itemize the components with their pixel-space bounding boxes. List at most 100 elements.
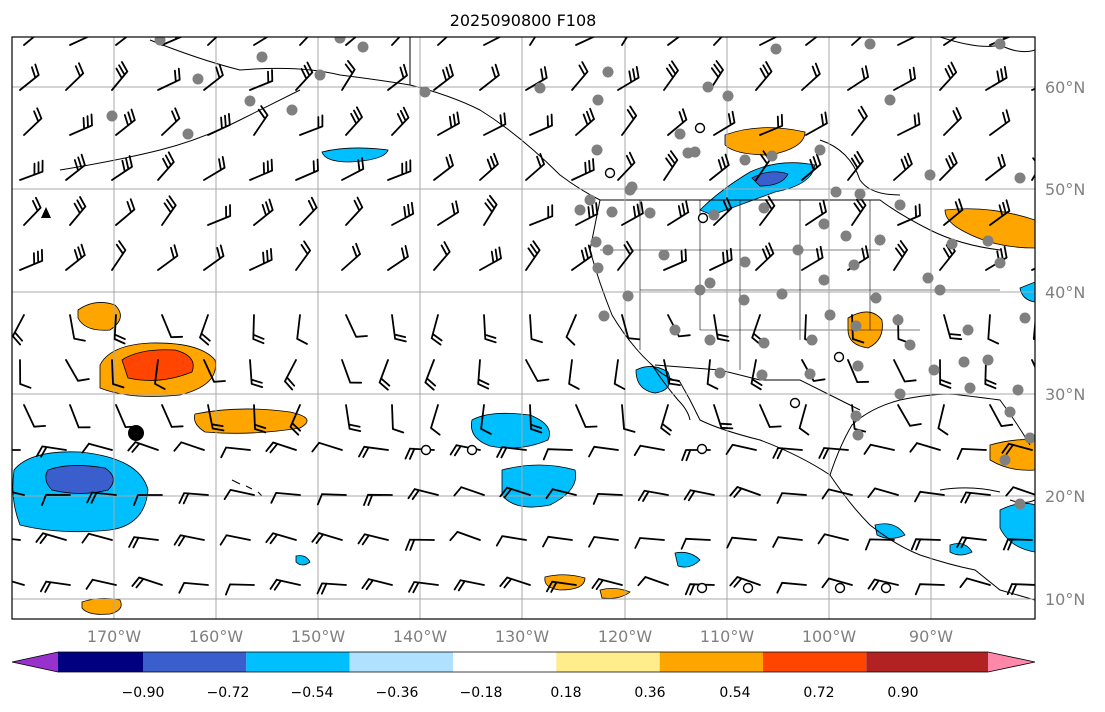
wind-barb xyxy=(479,152,499,181)
wind-barb xyxy=(634,537,665,549)
colorbar-outline xyxy=(11,651,1036,673)
station-dot xyxy=(766,150,778,162)
wind-barb xyxy=(897,112,921,136)
wind-barb xyxy=(755,61,773,91)
wind-barb xyxy=(23,196,42,226)
wind-barb xyxy=(725,443,757,455)
station-dot xyxy=(1019,312,1031,324)
wind-barb xyxy=(776,492,807,504)
station-dot xyxy=(830,186,842,198)
wind-barb xyxy=(851,37,863,46)
wind-barb xyxy=(588,445,619,458)
wind-barb xyxy=(943,37,958,46)
wind-barb xyxy=(1002,538,1033,551)
station-dot xyxy=(606,206,618,218)
colorbar-bin xyxy=(246,652,350,672)
station-dot xyxy=(106,110,118,122)
wind-barb xyxy=(341,242,361,271)
wind-barb xyxy=(588,536,619,548)
wind-barb xyxy=(69,113,93,136)
wind-barb xyxy=(161,314,184,339)
wind-barb xyxy=(621,314,641,341)
station-dot xyxy=(999,454,1011,466)
wind-barb xyxy=(299,196,318,226)
wind-barb xyxy=(801,62,821,91)
station-dot xyxy=(738,294,750,306)
anomaly-darkblue-region xyxy=(45,465,114,494)
wind-barb xyxy=(529,404,543,434)
station-dot xyxy=(894,199,906,211)
wind-barb xyxy=(424,359,437,391)
wind-barb xyxy=(529,204,554,226)
wind-barb xyxy=(249,359,264,388)
wind-barb xyxy=(867,578,899,591)
wind-barb xyxy=(956,448,987,460)
wind-barb xyxy=(161,37,184,46)
station-dot xyxy=(1004,406,1016,418)
station-dot xyxy=(574,204,586,216)
wind-barb xyxy=(897,37,917,46)
wind-barb xyxy=(430,314,443,346)
wind-barb xyxy=(207,204,232,226)
anomaly-orange-region xyxy=(599,588,631,599)
station-dot xyxy=(806,334,818,346)
station-open-circle xyxy=(789,397,801,409)
wind-barb xyxy=(798,404,810,436)
wind-barb xyxy=(667,200,690,226)
wind-barb xyxy=(178,492,209,505)
wind-barb xyxy=(296,314,308,345)
wind-barb xyxy=(265,532,297,545)
lat-label: 40°N xyxy=(1045,283,1085,302)
wind-barb xyxy=(299,37,309,46)
station-dot xyxy=(704,334,716,346)
lon-label: 130°W xyxy=(495,627,550,646)
station-dot xyxy=(758,337,770,349)
colorbar-tick-label: 0.54 xyxy=(719,685,750,701)
wind-barb xyxy=(133,494,163,506)
wind-barb xyxy=(617,151,636,181)
lat-label: 20°N xyxy=(1045,487,1085,506)
station-dot xyxy=(1024,432,1035,444)
station-dot xyxy=(852,360,864,372)
wind-barb xyxy=(546,580,577,593)
wind-barb xyxy=(249,69,274,91)
wind-barb xyxy=(483,112,507,136)
cyclone-center-marker xyxy=(128,425,144,441)
wind-barb xyxy=(801,245,824,271)
wind-barb xyxy=(453,579,485,592)
wind-barb xyxy=(617,240,634,271)
gulf-coastline xyxy=(829,393,1031,476)
wind-barb xyxy=(284,359,297,391)
station-dot xyxy=(674,128,686,140)
anomaly-blue-region xyxy=(501,464,577,508)
wind-barb xyxy=(111,61,129,91)
wind-barb xyxy=(621,37,628,46)
lon-label: 120°W xyxy=(598,627,653,646)
wind-barb xyxy=(914,490,945,503)
wind-barb xyxy=(989,109,1011,136)
wind-barb xyxy=(437,200,460,226)
wind-barb xyxy=(341,359,363,384)
station-dot xyxy=(792,244,804,256)
wind-barb xyxy=(223,489,255,500)
wind-barb xyxy=(479,63,500,91)
wind-barb xyxy=(937,404,949,436)
wind-barb xyxy=(23,107,43,136)
wind-barb xyxy=(571,61,589,91)
wind-barb xyxy=(345,106,363,136)
wind-barb xyxy=(19,63,40,91)
anomaly-orange-region xyxy=(944,208,1035,249)
station-dot xyxy=(192,73,204,85)
station-dot xyxy=(892,314,904,326)
wind-barb xyxy=(199,314,211,346)
wind-barb xyxy=(909,442,941,453)
station-dot xyxy=(357,41,369,53)
wind-barb xyxy=(387,159,412,181)
north-american-coastline xyxy=(409,37,1035,601)
station-dot xyxy=(592,262,604,274)
station-dot xyxy=(714,367,726,379)
station-open-circle xyxy=(696,582,708,594)
wind-barb xyxy=(203,359,226,383)
wind-barb xyxy=(729,486,761,498)
wind-barb xyxy=(565,314,577,346)
